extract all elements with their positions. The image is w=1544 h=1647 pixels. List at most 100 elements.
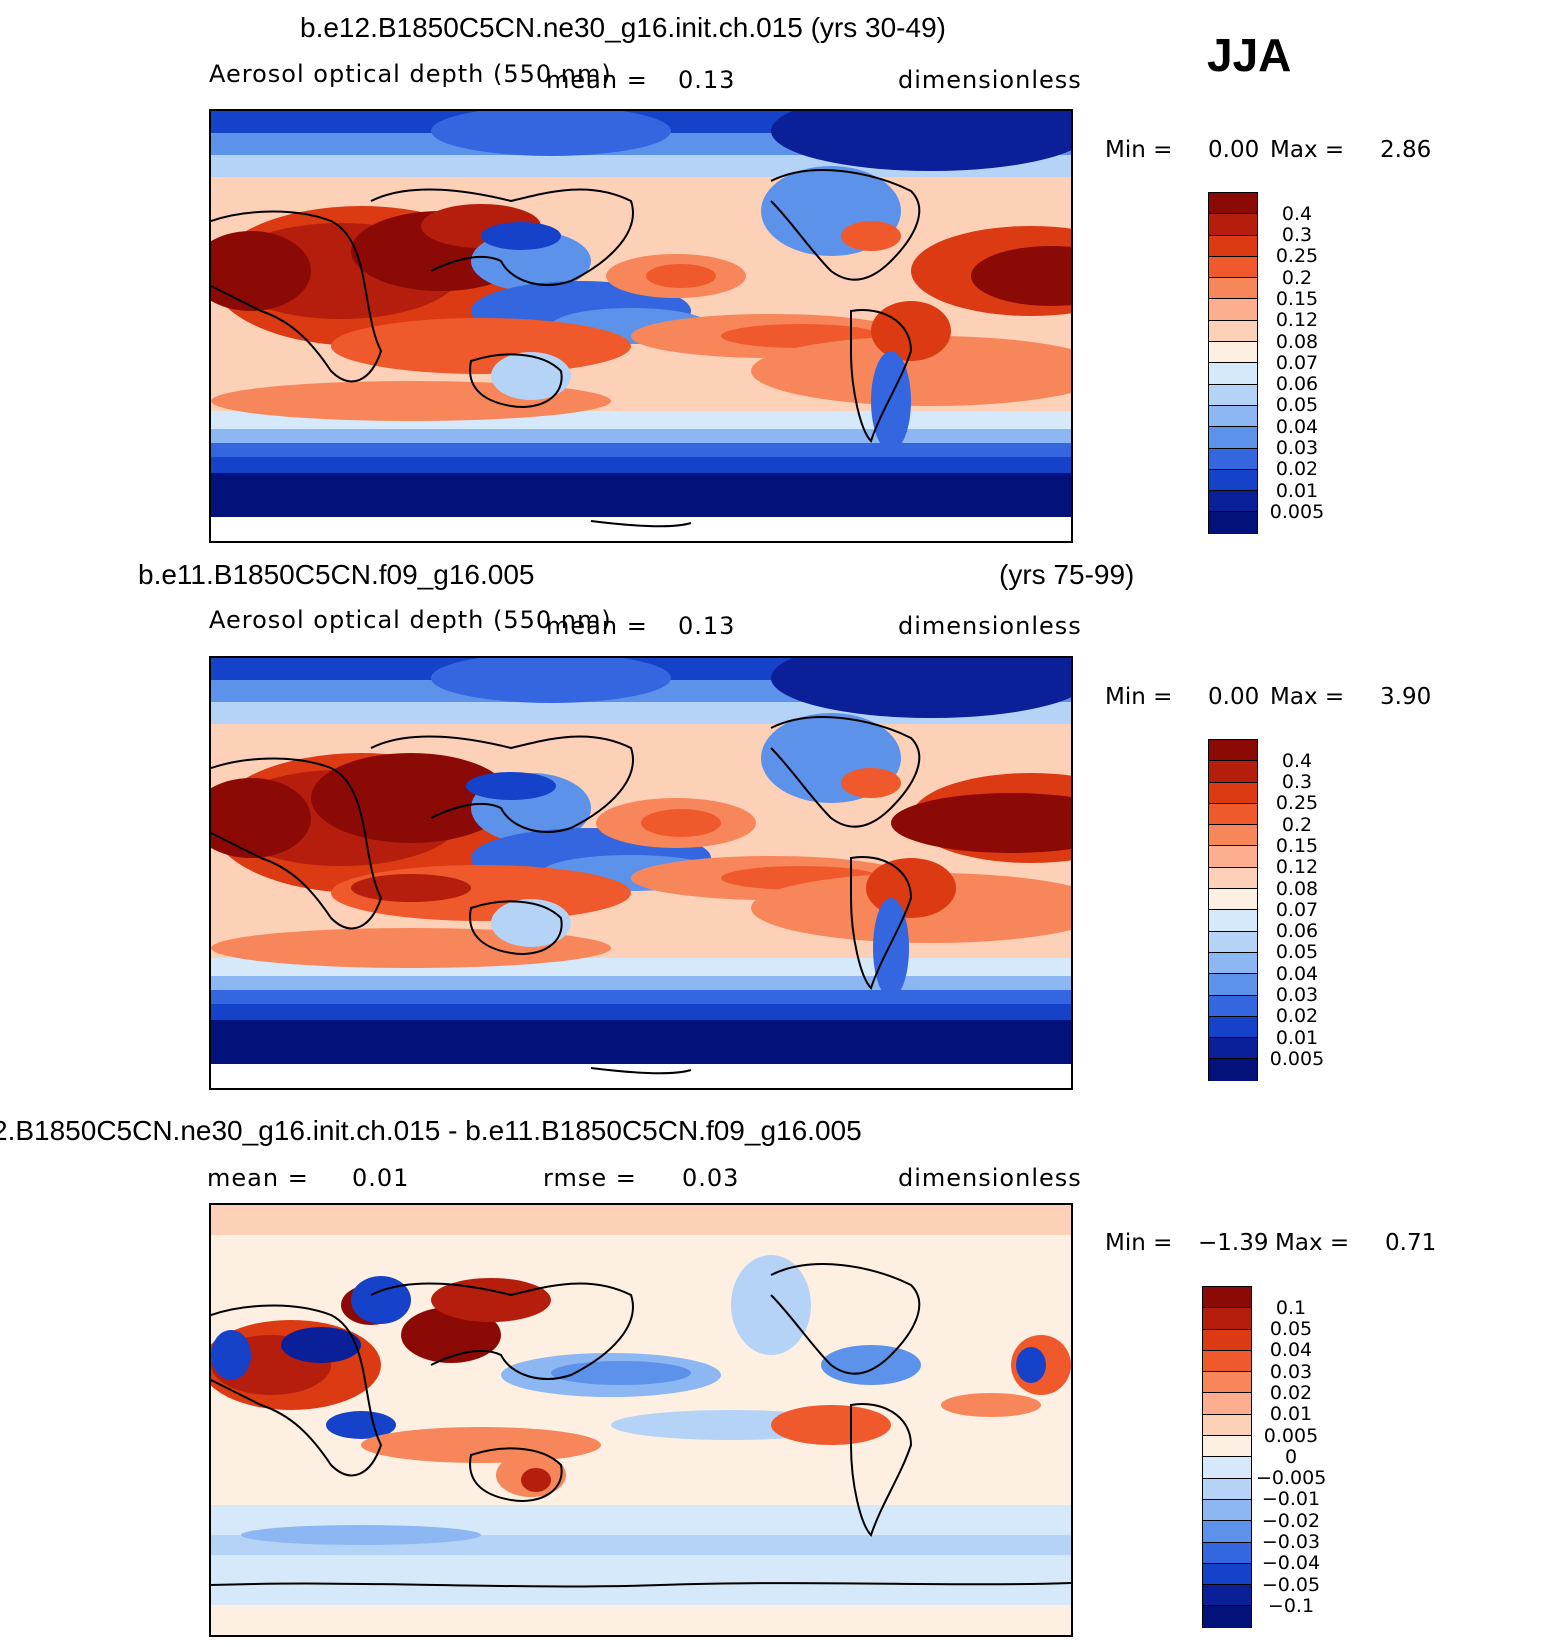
colorbar-swatch [1209,299,1257,321]
colorbar-tick-label: 0.06 [1275,373,1319,396]
colorbar-swatch [1203,1393,1251,1415]
colorbar-swatch [1209,256,1257,279]
panel-bottom-map [209,1203,1073,1637]
colorbar-tick-label: 0.04 [1275,415,1319,438]
colorbar-tick-label: 0.15 [1275,287,1319,310]
colorbar-swatch [1209,384,1257,406]
season-label: JJA [1207,29,1292,81]
panel-middle-max-value: 3.90 [1380,684,1432,710]
colorbar-tick-label: 0.03 [1275,437,1319,459]
panel-bottom-map-field [211,1205,1071,1635]
panel-middle-min-label: Min = [1105,684,1173,710]
colorbar-swatch [1209,974,1257,996]
colorbar-tick-label: 0.3 [1281,224,1313,246]
panel-middle-variable: Aerosol optical depth (550 nm) [209,606,612,634]
colorbar-tick-label: 0.04 [1275,962,1319,985]
panel-middle-units: dimensionless [898,612,1082,640]
colorbar-tick-label: 0.08 [1275,877,1319,900]
colorbar-tick-label: 0.12 [1275,309,1319,332]
panel-middle-title: b.e11.B1850C5CN.f09_g16.005 [138,559,535,590]
colorbar-swatch [1209,235,1257,257]
panel-top-map [209,109,1073,543]
colorbar-tick-label: 0.02 [1269,1381,1313,1404]
colorbar-swatch [1209,931,1257,953]
colorbar-swatch [1203,1414,1251,1437]
panel-top-min-value: 0.00 [1208,137,1260,163]
panel-bottom-mean-value: 0.01 [352,1164,410,1192]
panel-top-max-value: 2.86 [1380,137,1432,163]
colorbar-swatch [1203,1563,1251,1586]
colorbar-tick-label: −0.04 [1261,1552,1321,1575]
panel-bottom-title: 2.B1850C5CN.ne30_g16.init.ch.015 - b.e11… [0,1115,862,1146]
colorbar-tick-label: 0.01 [1275,479,1319,502]
colorbar-swatch [1209,1059,1257,1081]
colorbar-tick-label: 0.4 [1281,202,1313,225]
colorbar-swatch [1209,214,1257,236]
colorbar-swatch [1203,1287,1251,1309]
colorbar-swatch [1203,1372,1251,1394]
colorbar-tick-label: 0.3 [1281,771,1313,793]
panel-top-colorbar [1208,192,1258,534]
panel-middle-min-value: 0.00 [1208,684,1260,710]
colorbar-swatch [1209,867,1257,890]
colorbar-swatch [1209,320,1257,343]
panel-bottom-min-value: −1.39 [1198,1230,1269,1256]
colorbar-swatch [1209,803,1257,826]
colorbar-swatch [1209,846,1257,868]
colorbar-swatch [1209,193,1257,215]
panel-top-units: dimensionless [898,66,1082,94]
colorbar-tick-label: 0.12 [1275,856,1319,879]
colorbar-tick-label: 0 [1284,1445,1298,1468]
panel-middle-map [209,656,1073,1090]
colorbar-swatch [1203,1585,1251,1607]
colorbar-swatch [1209,342,1257,364]
panel-middle-map-field [211,658,1071,1088]
panel-top-max-label: Max = [1270,137,1345,163]
colorbar-tick-label: 0.01 [1275,1026,1319,1049]
colorbar-swatch [1209,740,1257,762]
colorbar-tick-label: −0.05 [1261,1573,1321,1596]
panel-bottom-colorbar [1202,1286,1252,1628]
colorbar-tick-label: 0.15 [1275,834,1319,857]
colorbar-swatch [1203,1606,1251,1628]
colorbar-swatch [1209,405,1257,428]
colorbar-tick-label: 0.25 [1275,792,1319,815]
colorbar-swatch [1209,491,1257,513]
colorbar-tick-label: −0.03 [1261,1531,1321,1553]
colorbar-tick-label: 0.05 [1275,394,1319,417]
colorbar-tick-label: 0.04 [1269,1339,1313,1362]
colorbar-swatch [1203,1350,1251,1373]
panel-top-map-field [211,111,1071,541]
colorbar-tick-label: 0.02 [1275,1005,1319,1028]
colorbar-tick-label: 0.03 [1269,1360,1313,1383]
colorbar-swatch [1209,512,1257,534]
colorbar-swatch [1209,910,1257,932]
colorbar-swatch [1203,1521,1251,1543]
colorbar-swatch [1209,995,1257,1017]
panel-top-variable: Aerosol optical depth (550 nm) [209,60,612,88]
colorbar-tick-label: 0.005 [1269,1047,1325,1070]
panel-bottom-rmse-label: rmse = [543,1164,637,1192]
colorbar-swatch [1203,1542,1251,1564]
colorbar-swatch [1203,1436,1251,1458]
colorbar-swatch [1209,889,1257,911]
colorbar-tick-label: 0.25 [1275,245,1319,268]
colorbar-tick-label: 0.01 [1269,1403,1313,1426]
colorbar-tick-label: 0.05 [1269,1318,1313,1340]
panel-bottom-min-label: Min = [1105,1230,1173,1256]
panel-bottom-max-label: Max = [1275,1230,1350,1256]
panel-bottom-units: dimensionless [898,1164,1082,1192]
panel-top-mean-label: mean = [546,66,648,94]
colorbar-tick-label: 0.1 [1275,1296,1307,1319]
colorbar-tick-label: 0.02 [1275,458,1319,481]
colorbar-tick-label: 0.06 [1275,920,1319,943]
colorbar-swatch [1209,1016,1257,1039]
colorbar-swatch [1203,1499,1251,1522]
colorbar-tick-label: 0.03 [1275,984,1319,1006]
colorbar-swatch [1209,782,1257,804]
colorbar-tick-label: 0.4 [1281,749,1313,772]
colorbar-swatch [1209,469,1257,492]
colorbar-swatch [1209,761,1257,783]
colorbar-tick-label: 0.2 [1281,266,1313,289]
colorbar-swatch [1203,1478,1251,1500]
